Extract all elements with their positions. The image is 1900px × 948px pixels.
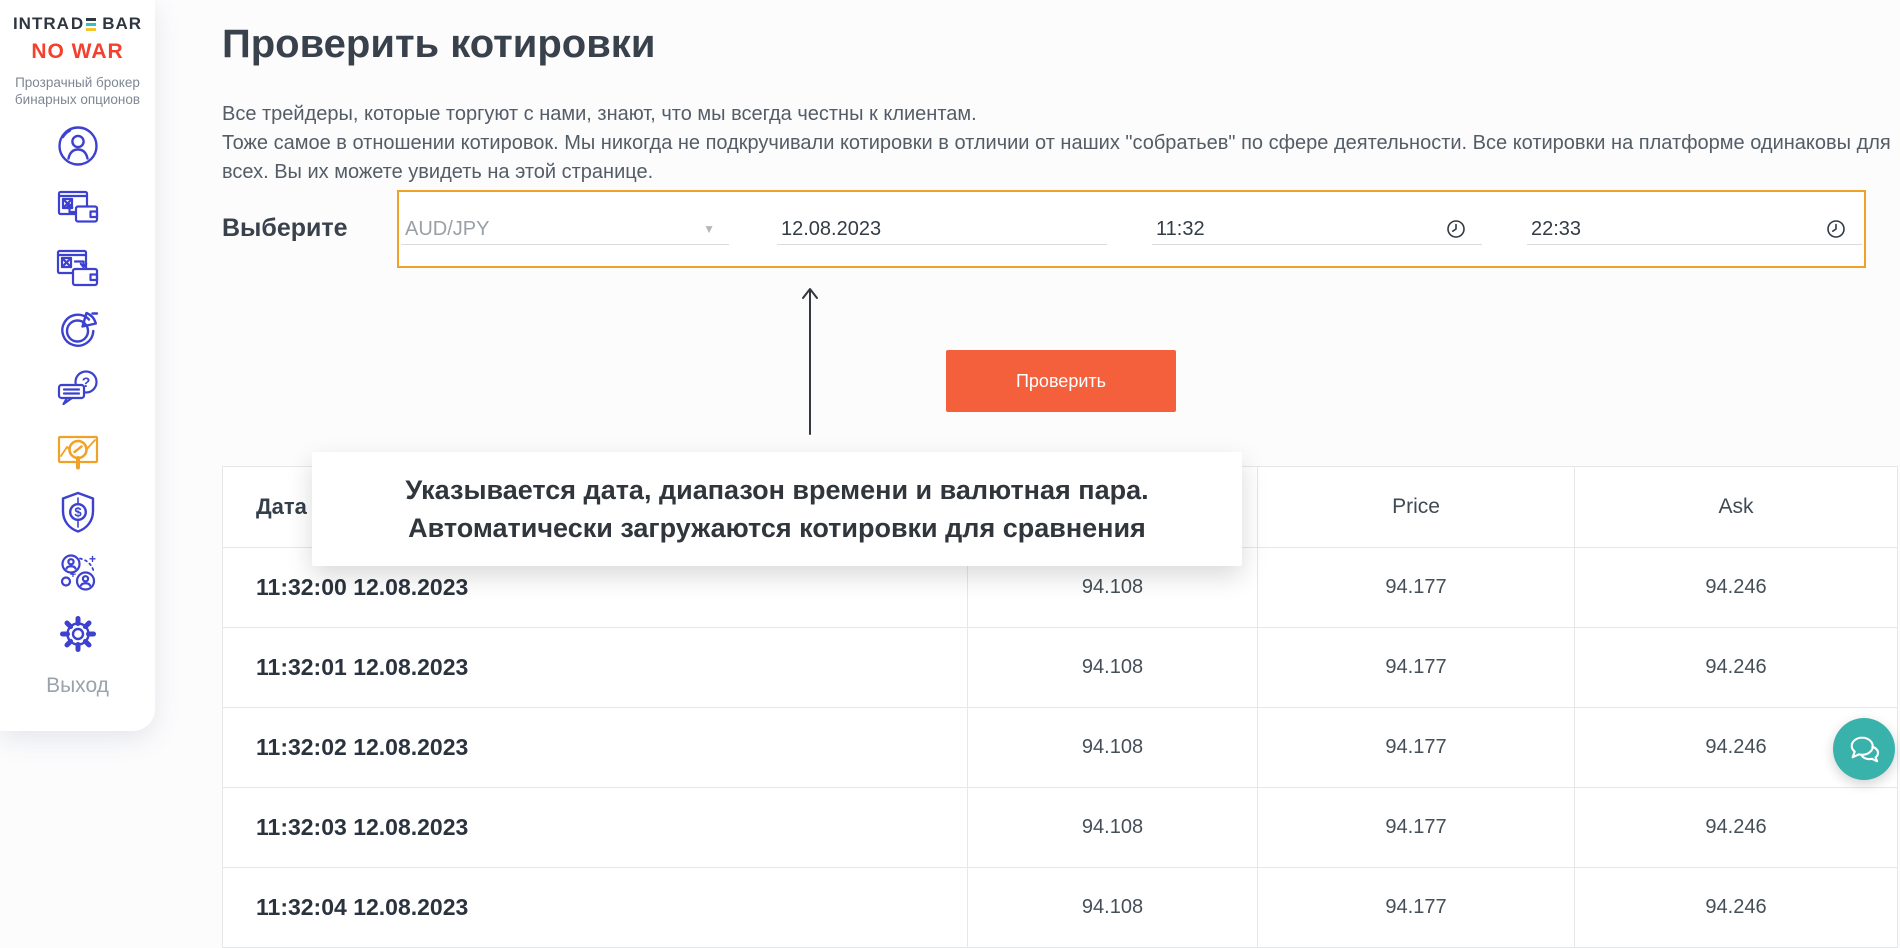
brand-e-glyph	[86, 17, 97, 31]
shield-dollar-icon: $	[61, 491, 94, 533]
sidebar-item-deposit[interactable]	[56, 185, 100, 229]
currency-pair-select[interactable]: AUD/JPY ▼	[401, 192, 729, 266]
table-header-price: Price	[1258, 467, 1575, 548]
hint-line-1: Указывается дата, диапазон времени и вал…	[405, 475, 1149, 505]
table-row-ask: 94.246	[1575, 628, 1897, 708]
table-row-date: 11:32:02 12.08.2023	[223, 708, 968, 788]
table-row-price: 94.177	[1258, 548, 1575, 628]
form-label: Выберите	[222, 214, 348, 242]
table-row-price: 94.177	[1258, 788, 1575, 868]
sidebar-nav: ? $	[56, 124, 100, 656]
deposit-icon	[57, 190, 98, 223]
brand-text-right: BAR	[102, 14, 143, 33]
table-header-ask: Ask	[1575, 467, 1897, 548]
clock-icon[interactable]	[1826, 219, 1846, 239]
intro-text: Все трейдеры, которые торгуют с нами, зн…	[222, 100, 1898, 187]
table-row-date: 11:32:04 12.08.2023	[223, 868, 968, 948]
table-row-date: 11:32:00 12.08.2023	[223, 548, 968, 628]
hint-tooltip: Указывается дата, диапазон времени и вал…	[312, 452, 1242, 566]
svg-text:+: +	[69, 569, 75, 581]
support-question-icon: ?	[57, 370, 98, 406]
referral-users-icon: + +	[60, 552, 96, 591]
sidebar: INTRA D BAR NO WAR Прозрачный брокер бина…	[0, 0, 155, 731]
profile-icon	[57, 126, 98, 166]
date-input[interactable]: 12.08.2023	[777, 192, 1107, 266]
time-to-input[interactable]: 22:33	[1527, 192, 1862, 266]
time-from-value: 11:32	[1156, 217, 1205, 240]
table-row-date: 11:32:01 12.08.2023	[223, 628, 968, 708]
table-row-ask: 94.246	[1575, 708, 1897, 788]
svg-text:$: $	[74, 505, 82, 520]
table-row-ask: 94.246	[1575, 788, 1897, 868]
time-from-input[interactable]: 11:32	[1152, 192, 1482, 266]
sidebar-item-settings[interactable]	[56, 612, 100, 656]
table-row-price: 94.177	[1258, 628, 1575, 708]
date-value: 12.08.2023	[781, 217, 882, 240]
sidebar-item-support[interactable]: ?	[56, 368, 100, 412]
check-button[interactable]: Проверить	[946, 350, 1176, 412]
table-row-price: 94.177	[1258, 868, 1575, 948]
settings-gear-icon	[59, 616, 96, 652]
currency-pair-value: AUD/JPY	[405, 217, 490, 240]
table-row-bid: 94.108	[968, 548, 1258, 628]
sidebar-item-check-quotes[interactable]	[56, 429, 100, 473]
intro-line-2: Тоже самое в отношении котировок. Мы ник…	[222, 132, 1891, 183]
sidebar-item-referral[interactable]: + +	[56, 551, 100, 595]
chat-button[interactable]	[1833, 718, 1895, 780]
table-row-ask: 94.246	[1575, 548, 1897, 628]
brand-tagline: Прозрачный брокер бинарных опционов	[14, 75, 141, 107]
sidebar-item-statistics[interactable]	[56, 307, 100, 351]
hint-line-2: Автоматически загружаются котировки для …	[408, 513, 1146, 543]
sidebar-item-insurance[interactable]: $	[56, 490, 100, 534]
sidebar-item-profile[interactable]	[56, 124, 100, 168]
time-to-value: 22:33	[1531, 217, 1582, 240]
brand-logo[interactable]: INTRA D BAR	[13, 14, 142, 34]
page-title: Проверить котировки	[222, 22, 656, 66]
table-row-bid: 94.108	[968, 868, 1258, 948]
quote-filter-form: AUD/JPY ▼ 12.08.2023 11:32 22:33	[397, 190, 1866, 268]
table-row-bid: 94.108	[968, 708, 1258, 788]
no-war-label: NO WAR	[31, 40, 124, 63]
table-row-ask: 94.246	[1575, 868, 1897, 948]
brand-text-left: INTRA	[12, 14, 70, 33]
table-row-price: 94.177	[1258, 708, 1575, 788]
check-quotes-icon	[57, 435, 98, 470]
chevron-down-icon: ▼	[703, 222, 715, 236]
table-row-bid: 94.108	[968, 788, 1258, 868]
table-row-date: 11:32:03 12.08.2023	[223, 788, 968, 868]
sidebar-item-withdraw[interactable]	[56, 246, 100, 290]
clock-icon[interactable]	[1446, 219, 1466, 239]
withdraw-icon	[56, 249, 98, 287]
brand-text-d: D	[70, 14, 85, 33]
intro-line-1: Все трейдеры, которые торгуют с нами, зн…	[222, 103, 977, 125]
table-row-bid: 94.108	[968, 628, 1258, 708]
svg-text:+: +	[88, 552, 95, 566]
pie-chart-icon	[60, 311, 98, 347]
pointer-arrow	[795, 278, 825, 436]
chat-bubbles-icon	[1850, 736, 1880, 763]
svg-text:?: ?	[81, 374, 90, 390]
logout-button[interactable]: Выход	[46, 674, 109, 697]
